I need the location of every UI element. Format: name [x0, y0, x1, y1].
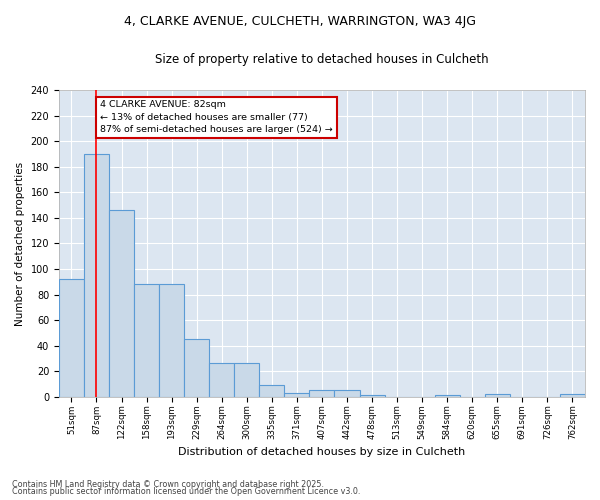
Text: 4 CLARKE AVENUE: 82sqm
← 13% of detached houses are smaller (77)
87% of semi-det: 4 CLARKE AVENUE: 82sqm ← 13% of detached… [100, 100, 333, 134]
Bar [134, 284, 159, 397]
X-axis label: Distribution of detached houses by size in Culcheth: Distribution of detached houses by size … [178, 448, 466, 458]
Bar [560, 394, 585, 396]
Title: Size of property relative to detached houses in Culcheth: Size of property relative to detached ho… [155, 52, 489, 66]
Text: 4, CLARKE AVENUE, CULCHETH, WARRINGTON, WA3 4JG: 4, CLARKE AVENUE, CULCHETH, WARRINGTON, … [124, 15, 476, 28]
Bar [485, 394, 510, 396]
Bar [59, 279, 84, 396]
Bar [259, 385, 284, 396]
Text: Contains HM Land Registry data © Crown copyright and database right 2025.: Contains HM Land Registry data © Crown c… [12, 480, 324, 489]
Bar [209, 364, 234, 396]
Bar [109, 210, 134, 396]
Y-axis label: Number of detached properties: Number of detached properties [15, 162, 25, 326]
Bar [284, 393, 310, 396]
Bar [184, 339, 209, 396]
Bar [310, 390, 334, 396]
Bar [234, 364, 259, 396]
Bar [159, 284, 184, 397]
Bar [334, 390, 359, 396]
Text: Contains public sector information licensed under the Open Government Licence v3: Contains public sector information licen… [12, 487, 361, 496]
Bar [84, 154, 109, 396]
